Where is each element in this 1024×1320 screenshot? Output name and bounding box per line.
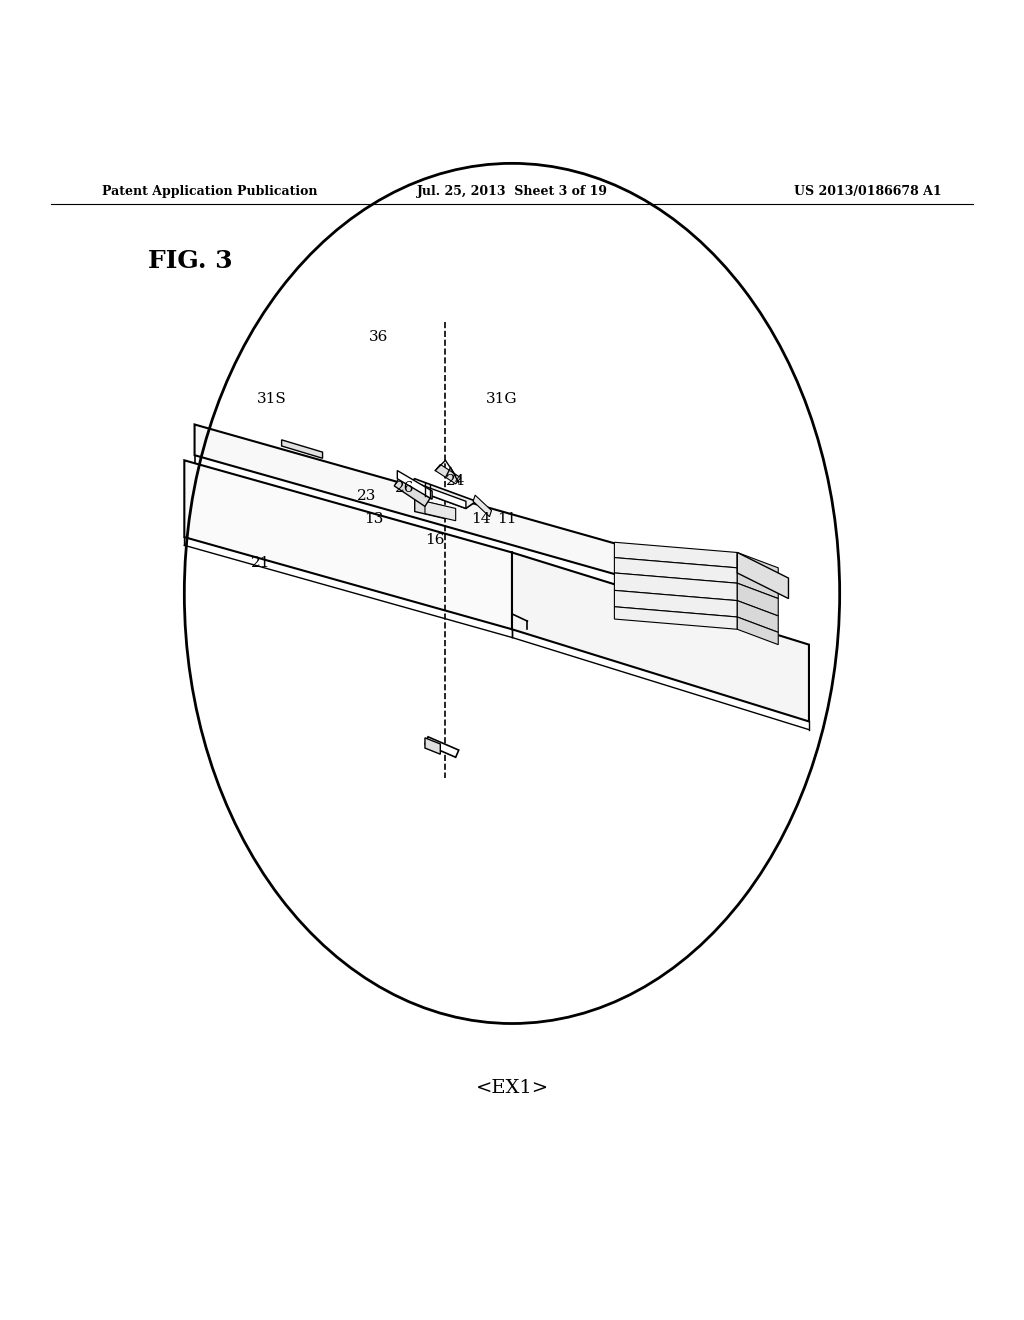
- Text: 31G: 31G: [486, 392, 517, 405]
- Polygon shape: [473, 495, 492, 516]
- Polygon shape: [737, 568, 778, 598]
- Text: 14: 14: [471, 512, 492, 525]
- Text: 24: 24: [445, 474, 466, 488]
- Polygon shape: [195, 425, 737, 609]
- Text: 11: 11: [497, 512, 517, 525]
- Text: 31S: 31S: [256, 392, 287, 405]
- Polygon shape: [614, 607, 737, 630]
- Text: US 2013/0186678 A1: US 2013/0186678 A1: [795, 185, 942, 198]
- Polygon shape: [415, 499, 445, 519]
- Polygon shape: [614, 557, 737, 583]
- Text: 16: 16: [425, 533, 445, 548]
- Polygon shape: [282, 440, 323, 458]
- Text: 21: 21: [251, 556, 271, 570]
- Polygon shape: [737, 553, 788, 598]
- Text: 13: 13: [365, 512, 383, 525]
- Polygon shape: [397, 470, 432, 499]
- Polygon shape: [614, 573, 737, 601]
- Text: 26: 26: [394, 480, 415, 495]
- Polygon shape: [404, 479, 476, 508]
- Text: Jul. 25, 2013  Sheet 3 of 19: Jul. 25, 2013 Sheet 3 of 19: [417, 185, 607, 198]
- Text: Patent Application Publication: Patent Application Publication: [102, 185, 317, 198]
- Polygon shape: [614, 543, 737, 568]
- Polygon shape: [435, 465, 461, 484]
- Polygon shape: [425, 502, 456, 520]
- Polygon shape: [404, 479, 466, 508]
- Polygon shape: [737, 553, 778, 583]
- Polygon shape: [184, 461, 512, 630]
- Polygon shape: [737, 601, 778, 632]
- Polygon shape: [737, 583, 778, 616]
- Polygon shape: [614, 590, 737, 616]
- Polygon shape: [394, 478, 430, 507]
- Polygon shape: [425, 738, 440, 754]
- Text: <EX1>: <EX1>: [475, 1078, 549, 1097]
- Text: 36: 36: [370, 330, 388, 345]
- Polygon shape: [512, 553, 809, 722]
- Polygon shape: [737, 616, 778, 644]
- Polygon shape: [425, 737, 459, 758]
- Text: 23: 23: [357, 490, 376, 503]
- Text: FIG. 3: FIG. 3: [148, 248, 233, 273]
